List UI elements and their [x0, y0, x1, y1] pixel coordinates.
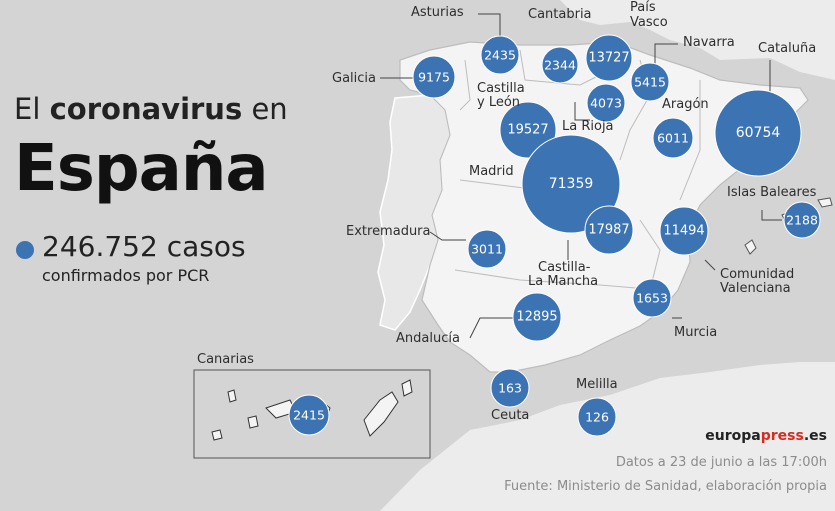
bubble-value-la-rioja: 4073	[590, 96, 622, 111]
label-islas-baleares: Islas Baleares	[727, 185, 817, 200]
menorca-land	[817, 197, 833, 208]
bubble-value-ceuta: 163	[498, 381, 522, 396]
bubble-extremadura	[467, 229, 507, 269]
bubble-la-rioja	[586, 83, 626, 123]
bubble-navarra	[630, 62, 670, 102]
leader-lines	[380, 13, 782, 339]
bubble-murcia	[632, 278, 672, 318]
bubble-asturias	[480, 35, 520, 75]
bubble-canarias	[288, 394, 330, 436]
legend-bubble-icon	[16, 241, 34, 259]
label-pais-vasco-1: País	[630, 0, 656, 15]
brand-tld: .es	[803, 428, 827, 444]
label-melilla: Melilla	[576, 377, 618, 392]
label-madrid: Madrid	[469, 164, 514, 179]
brand-logo: europapress.es	[705, 428, 827, 444]
bubble-value-castilla-mancha: 17987	[588, 223, 629, 238]
bubble-value-asturias: 2435	[484, 48, 516, 63]
headline: El coronavirus en	[14, 92, 288, 126]
bubble-madrid	[521, 134, 621, 234]
ibiza-land	[744, 239, 757, 255]
bubble-value-madrid: 71359	[549, 176, 594, 192]
bubble-value-murcia: 1653	[636, 291, 668, 306]
bubble-labels: 2435 2344 13727 5415 60754 9175 4073 19527 6011 7…	[293, 48, 818, 425]
bubble-value-cantabria: 2344	[544, 58, 576, 73]
bubble-value-castilla-leon: 19527	[507, 123, 548, 138]
headline-bold: coronavirus	[49, 92, 243, 126]
brand-main: europa	[705, 428, 761, 444]
bubble-value-islas-baleares: 2188	[786, 213, 818, 228]
label-comunidad-valenciana-1: Comunidad	[720, 267, 795, 282]
headline-prefix: El	[14, 92, 41, 126]
bubbles	[288, 34, 821, 437]
bubble-castilla-mancha	[584, 205, 634, 255]
headline-suffix: en	[251, 92, 288, 126]
label-comunidad-valenciana-2: Valenciana	[720, 281, 791, 296]
label-castilla-mancha-1: Castilla-	[538, 260, 591, 275]
africa-land	[380, 362, 835, 511]
label-ceuta: Ceuta	[491, 408, 530, 423]
label-aragon: Aragón	[662, 97, 709, 112]
bubble-value-extremadura: 3011	[471, 242, 503, 257]
bubble-value-navarra: 5415	[634, 75, 666, 90]
bubble-value-cataluna: 60754	[736, 125, 781, 141]
bubble-comunidad-valenciana	[659, 206, 709, 256]
label-castilla-leon-2: y León	[477, 95, 521, 110]
label-pais-vasco-2: Vasco	[630, 15, 668, 30]
label-andalucia: Andalucía	[396, 331, 460, 346]
bubble-value-galicia: 9175	[418, 70, 450, 85]
label-murcia: Murcia	[674, 325, 718, 340]
bubble-value-andalucia: 12895	[516, 310, 557, 325]
bubble-pais-vasco	[585, 34, 633, 82]
label-extremadura: Extremadura	[346, 224, 431, 239]
bubble-andalucia	[512, 292, 562, 342]
country-title: España	[14, 132, 269, 206]
label-navarra: Navarra	[683, 35, 735, 50]
bubble-value-pais-vasco: 13727	[588, 51, 629, 66]
bubble-galicia	[412, 55, 456, 99]
footer-source: Fuente: Ministerio de Sanidad, elaboraci…	[504, 479, 827, 494]
brand-accent: press	[760, 428, 804, 444]
label-asturias: Asturias	[411, 5, 464, 20]
bubble-melilla	[577, 397, 617, 437]
bubble-value-canarias: 2415	[293, 408, 325, 423]
label-canarias: Canarias	[197, 352, 254, 367]
region-borders	[454, 49, 701, 291]
bubble-cantabria	[541, 46, 579, 84]
label-castilla-mancha-2: La Mancha	[528, 274, 599, 289]
bubble-cataluna	[714, 89, 802, 177]
bubble-value-aragon: 6011	[657, 131, 689, 146]
label-cantabria: Cantabria	[528, 7, 592, 22]
bubble-aragon	[652, 117, 694, 159]
label-castilla-leon-1: Castilla	[477, 81, 525, 96]
footer-date: Datos a 23 de junio a las 17:00h	[615, 455, 827, 470]
bubble-ceuta	[490, 368, 530, 408]
bubble-value-comunidad-valenciana: 11494	[663, 224, 704, 239]
total-cases: 246.752 casos	[42, 230, 246, 263]
label-la-rioja: La Rioja	[562, 119, 614, 134]
label-cataluna: Cataluña	[758, 41, 817, 56]
label-galicia: Galicia	[332, 71, 376, 86]
bubble-value-melilla: 126	[585, 410, 609, 425]
france-land	[560, 0, 835, 80]
total-subtitle: confirmados por PCR	[42, 266, 210, 285]
bubble-islas-baleares	[783, 201, 821, 239]
